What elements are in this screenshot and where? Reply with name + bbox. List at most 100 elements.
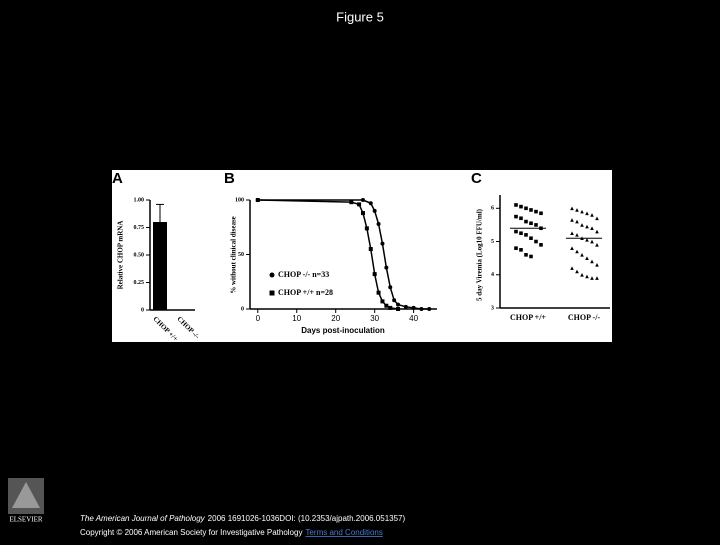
marker [570, 266, 574, 270]
marker [372, 208, 377, 213]
marker [519, 204, 523, 209]
y-tick-label: 0.25 [134, 280, 145, 286]
y-tick-label: 0 [141, 307, 144, 313]
marker [255, 198, 260, 202]
marker [580, 223, 584, 227]
x-tick-label: 10 [292, 314, 301, 323]
legend-label: CHOP +/+ n=28 [278, 288, 333, 297]
marker [580, 209, 584, 214]
marker [585, 211, 589, 216]
y-axis-label: Relative CHOP mRNA [117, 221, 125, 290]
x-tick-label: 0 [256, 314, 261, 323]
x-tick-label: CHOP -/- [568, 313, 601, 322]
marker [524, 253, 528, 257]
marker [575, 249, 579, 254]
marker [368, 247, 373, 252]
marker [368, 201, 373, 206]
marker [519, 248, 523, 252]
marker [360, 211, 365, 216]
y-tick-label: 5 [491, 239, 494, 245]
marker [590, 259, 594, 264]
copyright: Copyright © 2006 American Society for In… [80, 528, 302, 537]
marker [519, 231, 523, 236]
x-tick-label: 20 [331, 314, 340, 323]
marker [388, 305, 393, 310]
marker [514, 203, 518, 207]
panel-label: C [471, 170, 482, 187]
marker [376, 290, 381, 295]
marker [524, 206, 528, 211]
y-axis-label: % without clinical disease [230, 216, 238, 294]
logo-text: ELSEVIER [9, 516, 42, 524]
marker [411, 305, 416, 310]
panel-label: B [224, 170, 235, 187]
marker [524, 219, 528, 224]
y-axis-label: 5 day Viremia (Log10 FFU/ml) [476, 208, 484, 301]
y-tick-label: 50 [238, 252, 244, 258]
marker [349, 200, 354, 205]
citation-details: 2006 1691026-1036DOI: (10.2353/ajpath.20… [208, 514, 406, 523]
marker [575, 269, 579, 274]
marker [595, 276, 599, 280]
marker [372, 272, 377, 277]
marker [534, 239, 538, 244]
marker [529, 208, 533, 212]
marker [539, 211, 543, 216]
marker [396, 302, 401, 307]
marker [384, 303, 389, 308]
logo: ELSEVIER [8, 478, 44, 524]
marker [580, 253, 584, 257]
y-tick-label: 0 [241, 306, 244, 312]
y-tick-label: 100 [235, 197, 244, 203]
y-tick-label: 6 [491, 206, 494, 212]
legend-label: CHOP -/- n=33 [278, 270, 329, 279]
citation: The American Journal of Pathology 2006 16… [80, 514, 406, 523]
marker [590, 276, 594, 280]
marker [570, 218, 574, 222]
marker [419, 307, 424, 311]
marker [376, 221, 381, 226]
marker [360, 198, 365, 202]
marker [514, 246, 518, 250]
marker [529, 221, 533, 226]
marker [534, 223, 538, 227]
marker [590, 226, 594, 231]
marker [595, 216, 599, 221]
terms-link[interactable]: Terms and Conditions [305, 528, 382, 537]
y-tick-label: 0.75 [134, 225, 145, 231]
bar [153, 222, 167, 310]
marker [380, 241, 385, 246]
marker [514, 214, 518, 219]
logo-tree-shape [12, 482, 40, 508]
marker [595, 262, 599, 267]
marker [580, 272, 584, 277]
marker [595, 229, 599, 234]
marker [570, 206, 574, 211]
marker [384, 265, 389, 270]
panel-label: A [112, 170, 123, 187]
marker [590, 213, 594, 217]
marker [514, 229, 518, 234]
marker [585, 256, 589, 260]
marker [534, 209, 538, 214]
marker [570, 231, 574, 236]
y-tick-label: 3 [491, 305, 494, 311]
marker [388, 285, 393, 290]
marker [403, 304, 408, 309]
marker [392, 298, 397, 303]
x-tick-label: CHOP +/+ [510, 313, 546, 322]
y-tick-label: 0.50 [134, 252, 145, 258]
y-tick-label: 1.00 [134, 197, 145, 203]
marker [585, 224, 589, 229]
marker [519, 216, 523, 221]
journal: The American Journal of Pathology [80, 514, 206, 523]
marker [380, 299, 385, 304]
marker [575, 219, 579, 224]
marker [575, 208, 579, 212]
marker [524, 233, 528, 237]
x-tick-label: 30 [370, 314, 379, 323]
marker [357, 202, 362, 207]
marker [595, 243, 599, 247]
